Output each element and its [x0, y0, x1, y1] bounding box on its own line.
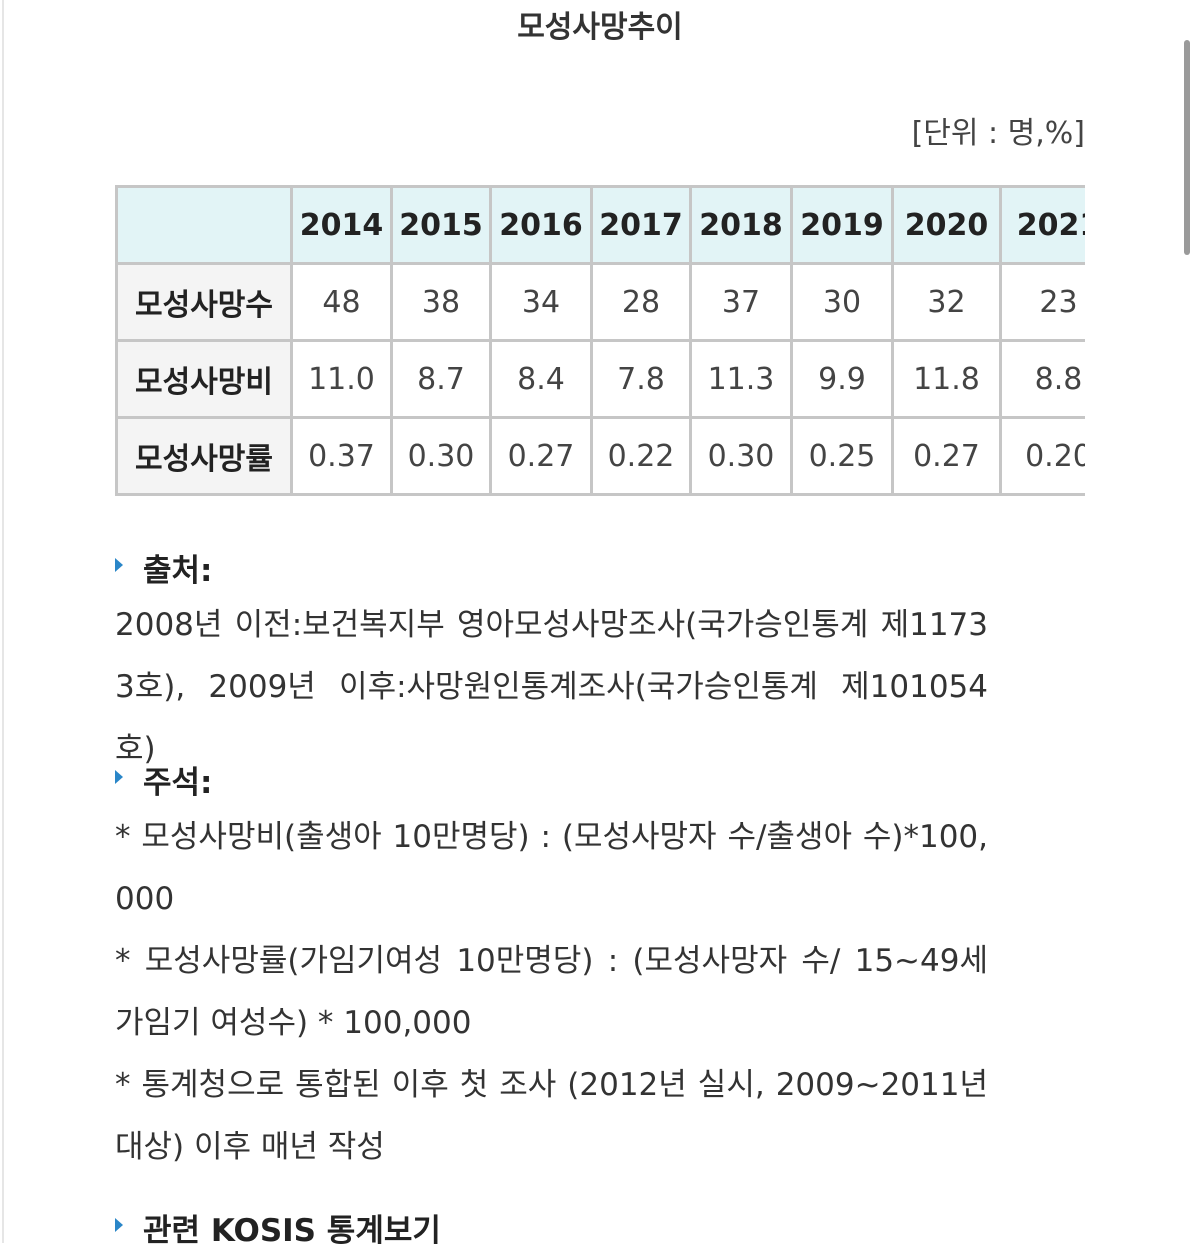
table-cell: 0.27: [891, 416, 1002, 496]
table-cell: 0.22: [590, 416, 692, 496]
note-item: * 모성사망비(출생아 10만명당) : (모성사망자 수/출생아 수)*100…: [115, 819, 988, 917]
table-cell: 0.37: [290, 416, 393, 496]
table-row: 모성사망비 11.0 8.7 8.4 7.8 11.3 9.9 11.8 8.8: [115, 339, 1085, 419]
scrollbar[interactable]: [1184, 40, 1190, 255]
column-header: 2016: [489, 185, 593, 265]
column-header: 2018: [689, 185, 793, 265]
table-cell: 32: [891, 262, 1002, 342]
notes-list: * 모성사망비(출생아 10만명당) : (모성사망자 수/출생아 수)*100…: [115, 806, 988, 1178]
table-cell: 48: [290, 262, 393, 342]
table-cell: 8.7: [390, 339, 492, 419]
table-cell: 0.30: [689, 416, 793, 496]
table-cell: 38: [390, 262, 492, 342]
table-cell: 30: [790, 262, 894, 342]
table-cell: 34: [489, 262, 593, 342]
notes-section: 주석: * 모성사망비(출생아 10만명당) : (모성사망자 수/출생아 수)…: [115, 757, 988, 1178]
row-label: 모성사망비: [115, 339, 293, 419]
table-cell: 9.9: [790, 339, 894, 419]
table-cell: 0.30: [390, 416, 492, 496]
table-cell: 37: [689, 262, 793, 342]
note-item: * 통계청으로 통합된 이후 첫 조사 (2012년 실시, 2009~2011…: [115, 1067, 988, 1165]
table-cell: 0.25: [790, 416, 894, 496]
row-label: 모성사망수: [115, 262, 293, 342]
table-cell: 7.8: [590, 339, 692, 419]
column-header: 2014: [290, 185, 393, 265]
source-section: 출처: 2008년 이전:보건복지부 영아모성사망조사(국가승인통계 제1173…: [115, 545, 988, 780]
source-heading: 출처:: [115, 545, 988, 589]
note-item: * 모성사망률(가임기여성 10만명당) : (모성사망자 수/ 15~49세 …: [115, 943, 988, 1041]
table-cell: 23: [999, 262, 1085, 342]
table-row: 모성사망률 0.37 0.30 0.27 0.22 0.30 0.25 0.27 0.20: [115, 416, 1085, 496]
column-header: 2017: [590, 185, 692, 265]
notes-heading: 주석:: [115, 757, 988, 801]
table-cell: 28: [590, 262, 692, 342]
table-body: 모성사망수 48 38 34 28 37 30 32 23 모성사망비 11.0 8.7 8.4 7.8 1…: [115, 262, 1085, 496]
unit-label: [단위 : 명,%]: [911, 116, 1085, 151]
row-label: 모성사망률: [115, 416, 293, 496]
column-header: 2020: [891, 185, 1002, 265]
table-cell: 11.0: [290, 339, 393, 419]
column-header: 2015: [390, 185, 492, 265]
table-wrap: 20142015201620172018201920202021 모성사망수48…: [115, 185, 1085, 496]
data-table: 20142015201620172018201920202021 모성사망수48…: [115, 185, 1085, 496]
header-row: 20142015201620172018201920202021: [115, 185, 1085, 265]
source-text: 2008년 이전:보건복지부 영아모성사망조사(국가승인통계 제11733호),…: [115, 607, 988, 767]
table-cell: 11.8: [891, 339, 1002, 419]
column-header: 2021: [999, 185, 1085, 265]
table-cell: 0.20: [999, 416, 1085, 496]
table-cell: 8.8: [999, 339, 1085, 419]
table-cell: 11.3: [689, 339, 793, 419]
title: 모성사망추이: [517, 10, 683, 45]
left-edge: [2, 0, 4, 1243]
column-header: 2019: [790, 185, 894, 265]
table-row: 모성사망수 48 38 34 28 37 30 32 23: [115, 262, 1085, 342]
related-section: 관련 KOSIS 통계보기: [115, 1205, 988, 1249]
table-cell: 0.27: [489, 416, 593, 496]
table-cell: 8.4: [489, 339, 593, 419]
corner-cell: [115, 185, 293, 265]
related-heading[interactable]: 관련 KOSIS 통계보기: [115, 1205, 988, 1249]
